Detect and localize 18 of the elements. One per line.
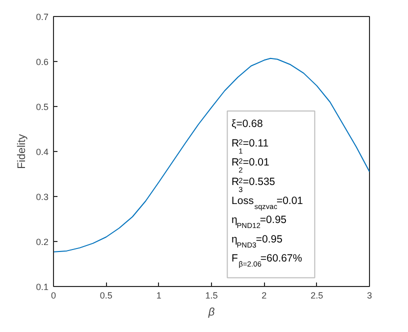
y-tick-label: 0.1: [36, 282, 49, 292]
x-tick-label: 0: [50, 290, 56, 300]
x-tick-label: 1: [156, 290, 162, 300]
x-tick-label: 0.5: [100, 290, 112, 300]
y-axis-title: Fidelity: [16, 134, 28, 169]
y-tick-label: 0.7: [36, 12, 49, 22]
y-tick-label: 0.5: [36, 102, 49, 112]
x-tick-label: 3: [366, 290, 372, 300]
y-tick-label: 0.3: [36, 192, 49, 202]
y-tick-label: 0.6: [36, 57, 49, 67]
x-axis-title: β: [207, 306, 216, 318]
x-tick-label: 2.5: [310, 290, 324, 300]
line-series: [54, 58, 370, 252]
x-tick-label: 2: [262, 290, 267, 300]
y-tick-label: 0.4: [36, 147, 49, 157]
y-tick-label: 0.2: [36, 237, 49, 247]
annotation: ξ=0.68: [232, 118, 263, 130]
x-tick-label: 1.5: [205, 290, 218, 300]
